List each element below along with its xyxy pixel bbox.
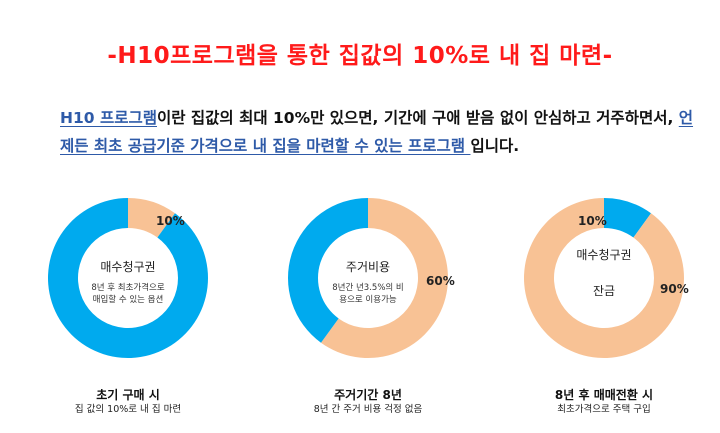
donut-2-slice-1 xyxy=(320,198,448,358)
donut-chart-purchase-conversion: 10% 매수청구권 잔금 90% 8년 후 매매전환 시 최초가격으로 주택 구… xyxy=(484,196,720,426)
center-sub-2: 8년간 년3.5%의 비용으로 이용가능 xyxy=(332,283,404,305)
donut-svg-1 xyxy=(48,198,209,358)
caption-2: 주거기간 8년 xyxy=(334,388,402,402)
caption-sub-1: 집 값의 10%로 내 집 마련 xyxy=(74,404,182,415)
program-description-link[interactable]: 언제든 최초 공급기준 가격으로 내 집을 마련할 수 있는 프로그램 xyxy=(60,109,694,155)
h10-program-link[interactable]: H10 프로그램 xyxy=(60,109,157,127)
slice-label-2a: 60% xyxy=(426,274,455,288)
caption-sub-2: 8년 간 주거 비용 걱정 없음 xyxy=(313,404,423,415)
slice-label-3b: 90% xyxy=(660,282,689,296)
center-title-2: 주거비용 xyxy=(345,260,391,274)
caption-sub-3: 최초가격으로 주택 구입 xyxy=(557,404,651,415)
donut-3-slice-1 xyxy=(604,198,652,238)
donut-svg-3 xyxy=(524,198,684,358)
center-title-3: 매수청구권 xyxy=(576,248,632,262)
page-title: -H10프로그램을 통한 집값의 10%로 내 집 마련- xyxy=(107,43,613,69)
intro-text-2: 입니다. xyxy=(470,137,520,155)
center-title-1: 매수청구권 xyxy=(100,260,156,274)
caption-3: 8년 후 매매전환 시 xyxy=(554,388,654,402)
donut-1-slice-1 xyxy=(128,198,176,238)
slice-label-3a: 10% xyxy=(578,214,607,228)
center-sub-1: 8년 후 최초가격으로 매입할 수 있는 옵션 xyxy=(91,283,165,305)
donut-chart-initial-purchase: 10% 매수청구권 8년 후 최초가격으로 매입할 수 있는 옵션 초기 구매 … xyxy=(8,196,248,426)
intro-text-1: 이란 집값의 최대 10%만 있으면, 기간에 구애 받음 없이 안심하고 거주… xyxy=(156,109,679,127)
intro-paragraph: H10 프로그램이란 집값의 최대 10%만 있으면, 기간에 구애 받음 없이… xyxy=(60,104,700,160)
caption-1: 초기 구매 시 xyxy=(96,388,160,402)
donut-2-slice-2 xyxy=(288,198,368,343)
donut-1-slice-2 xyxy=(48,198,209,358)
donut-chart-residence-period: 60% 주거비용 8년간 년3.5%의 비용으로 이용가능 주거기간 8년 8년… xyxy=(248,196,488,426)
donut-svg-2 xyxy=(288,198,448,358)
donut-3-slice-2 xyxy=(524,198,684,358)
slice-label-1a: 10% xyxy=(156,214,185,228)
inner-label-3: 잔금 xyxy=(592,284,616,298)
